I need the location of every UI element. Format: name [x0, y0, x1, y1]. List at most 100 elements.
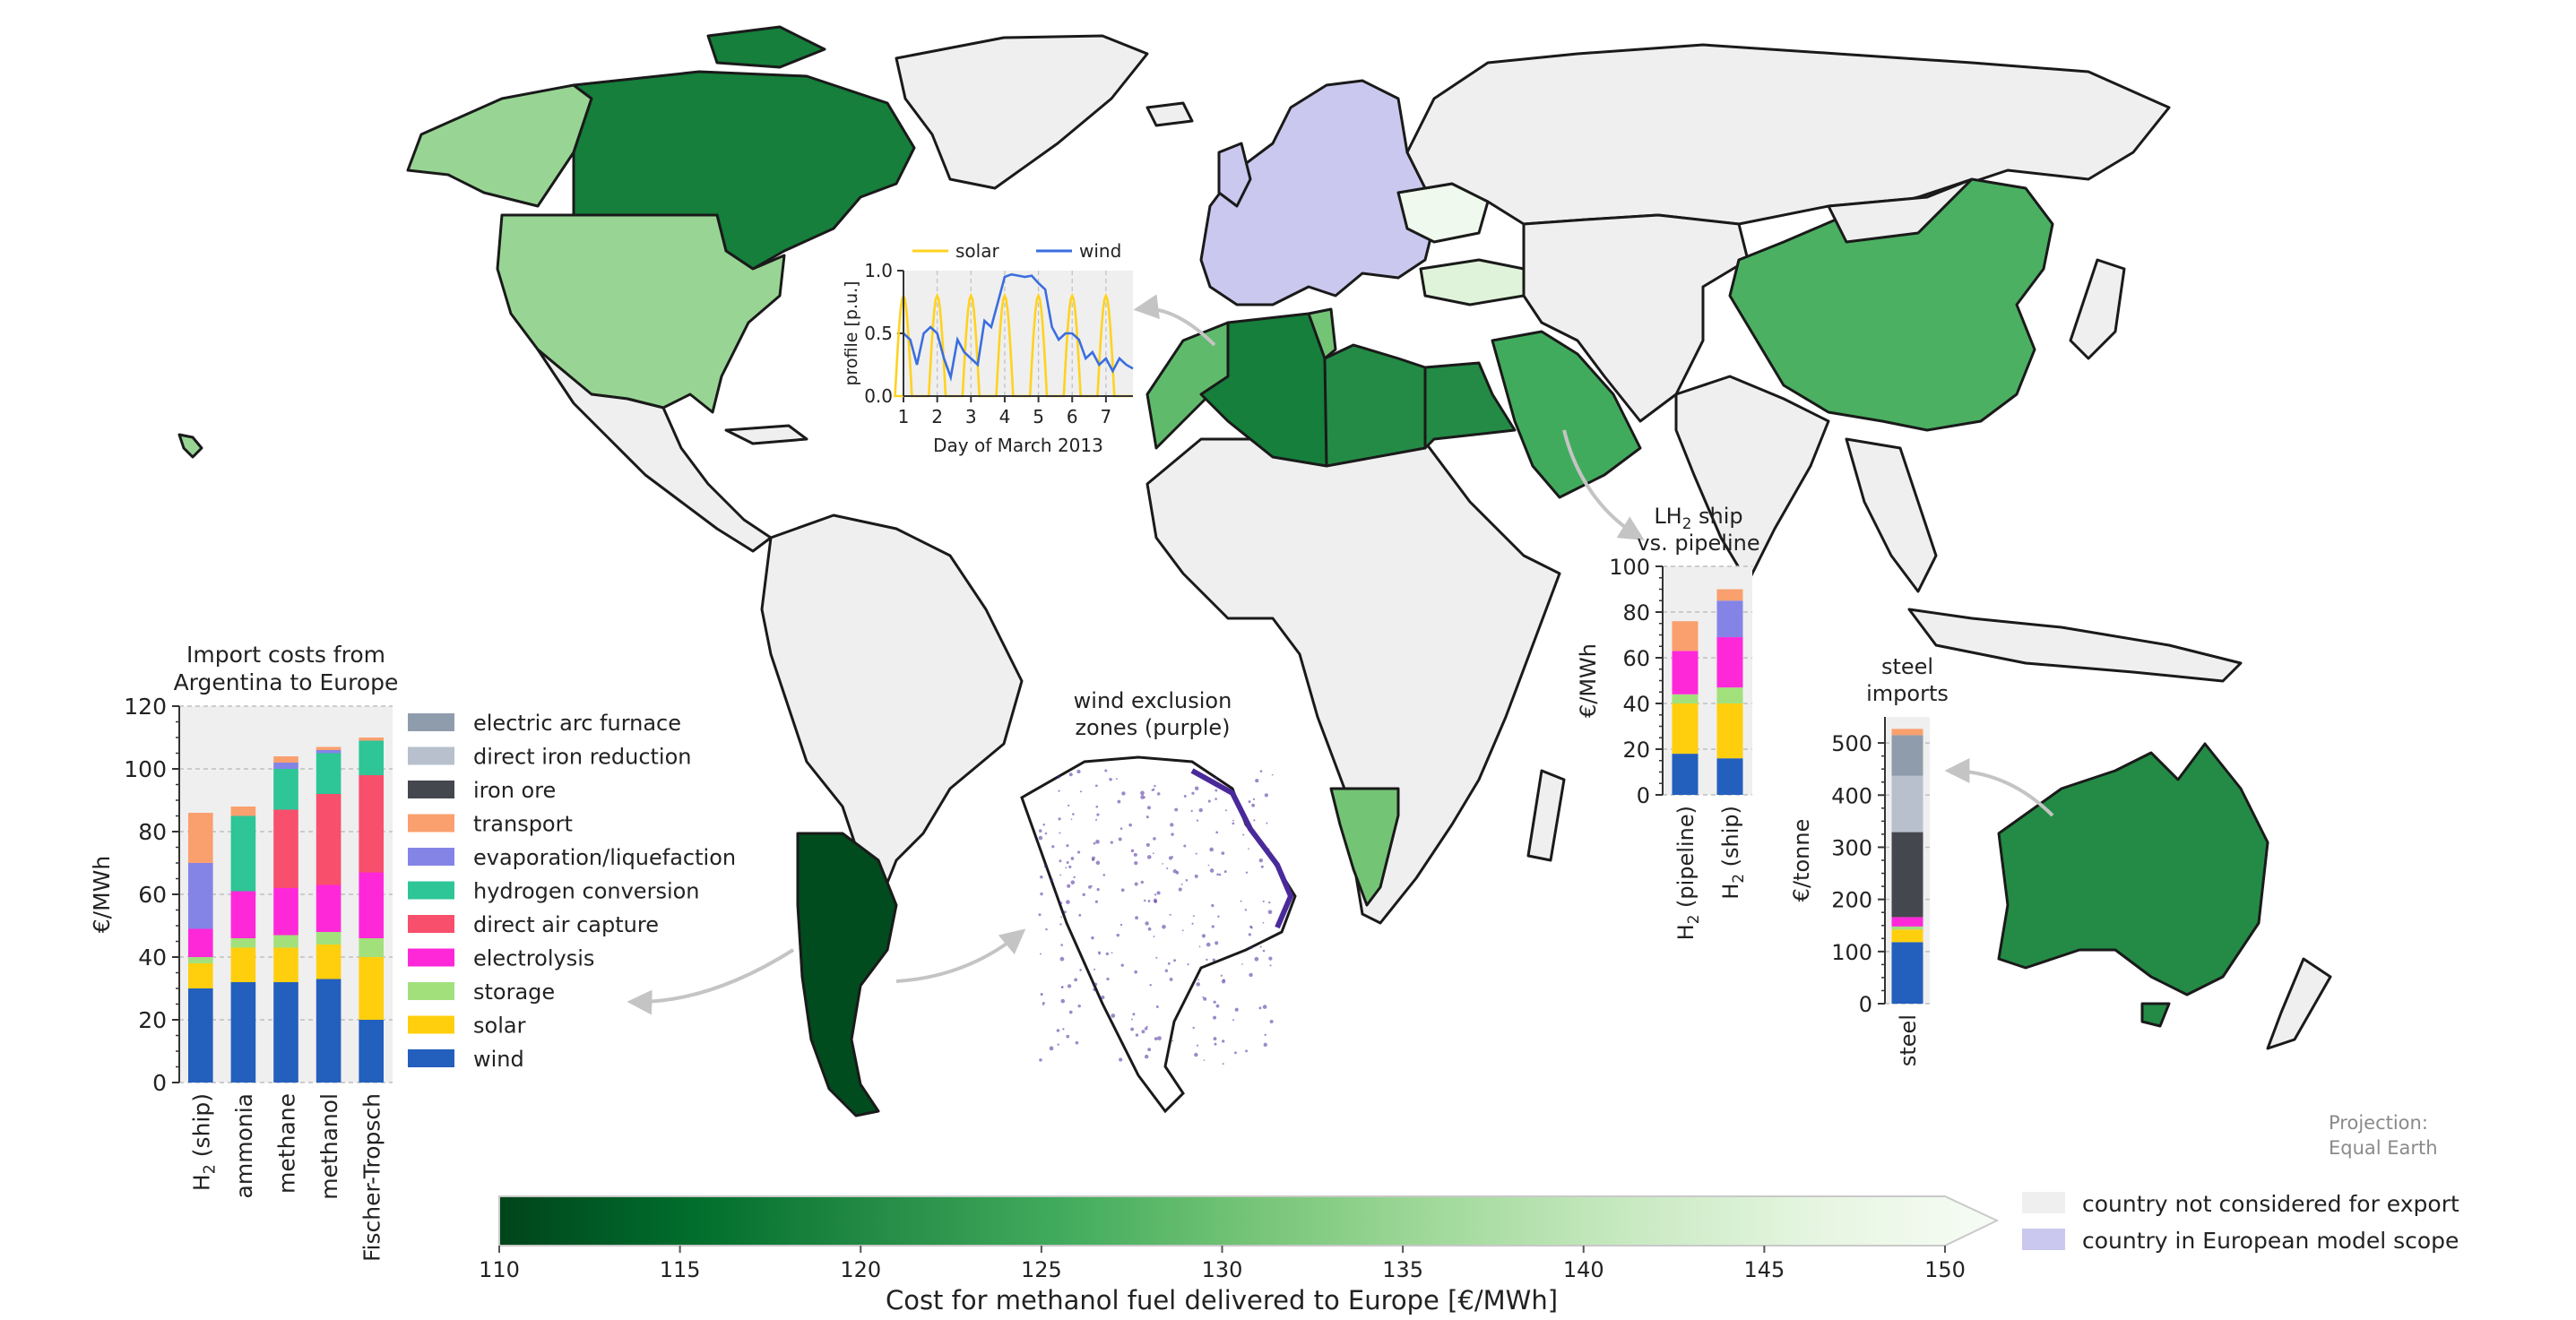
- exclusion-dot: [1269, 1019, 1274, 1023]
- exclusion-dot: [1060, 944, 1063, 946]
- exclusion-dot: [1255, 778, 1259, 783]
- exclusion-dot: [1262, 949, 1266, 953]
- bar-segment: [1891, 942, 1923, 1004]
- exclusion-dot: [1054, 893, 1057, 896]
- country-argentina: [796, 832, 898, 1117]
- bar-segment: [273, 888, 298, 936]
- exclusion-dot: [1135, 916, 1139, 920]
- exclusion-dot: [1153, 837, 1156, 841]
- colorbar-bar: [498, 1195, 2000, 1247]
- legend-swatch: [408, 746, 454, 765]
- bar-segment: [1672, 621, 1699, 651]
- y-tick-label: 100: [1831, 940, 1872, 965]
- exclusion-dot: [1194, 786, 1199, 790]
- exclusion-dot: [1094, 968, 1096, 971]
- exclusion-dot: [1248, 848, 1249, 850]
- bar-segment: [1891, 775, 1923, 833]
- exclusion-dot: [1212, 958, 1216, 962]
- y-tick-label: 40: [1622, 692, 1650, 717]
- bar-segment: [316, 794, 341, 885]
- exclusion-dot: [1063, 910, 1067, 914]
- exclusion-dot: [1093, 841, 1096, 845]
- exclusion-dot: [1271, 773, 1274, 776]
- exclusion-dot: [1156, 792, 1161, 796]
- bar-segment: [273, 756, 298, 763]
- exclusion-dot: [1066, 900, 1070, 904]
- exclusion-dot: [1059, 923, 1062, 926]
- legend-label-not-considered: country not considered for export: [2082, 1191, 2459, 1217]
- exclusion-dot: [1076, 850, 1081, 854]
- exclusion-dot: [1215, 941, 1219, 945]
- exclusion-dot: [1241, 963, 1243, 965]
- legend-swatch: [408, 915, 454, 933]
- bar-segment: [187, 928, 213, 957]
- exclusion-dot: [1045, 927, 1048, 931]
- exclusion-dot: [1262, 921, 1265, 924]
- exclusion-dot: [1260, 865, 1264, 868]
- bar-segment: [1672, 694, 1699, 703]
- exclusion-dot: [1038, 829, 1042, 833]
- legend-swatch: [408, 948, 454, 967]
- country-uk: [1217, 142, 1252, 208]
- country-cuba: [724, 424, 808, 445]
- country-alaska: [406, 83, 593, 208]
- x-tick-label-main: H: [1673, 924, 1699, 940]
- exclusion-dot: [1095, 805, 1099, 808]
- exclusion-dot: [1116, 778, 1118, 780]
- import-costs-chart: 0 20 40 60 80 100 120 H2 (ship) ammonia methane me…: [89, 642, 398, 1262]
- exclusion-dot: [1171, 1040, 1174, 1042]
- exclusion-dot: [1245, 871, 1249, 874]
- exclusion-dot: [1057, 775, 1060, 779]
- exclusion-dot: [1079, 969, 1082, 971]
- exclusion-dot: [1082, 893, 1085, 897]
- x-tick-label-main: H: [188, 1174, 214, 1191]
- exclusion-dot: [1171, 856, 1174, 858]
- exclusion-dot: [1145, 842, 1150, 847]
- exclusion-dot: [1211, 925, 1215, 928]
- exclusion-dot: [1078, 913, 1082, 917]
- country-canada: [572, 70, 916, 271]
- exclusion-dot: [1091, 936, 1094, 940]
- exclusion-dot: [1147, 1048, 1152, 1052]
- x-tick-label: steel: [1896, 1014, 1921, 1066]
- exclusion-dot: [1191, 922, 1194, 925]
- country-libya: [1323, 343, 1427, 468]
- colorbar-tick-label: 150: [1924, 1257, 1966, 1282]
- exclusion-dot: [1173, 959, 1177, 962]
- x-tick-label-rest: (pipeline): [1673, 806, 1699, 915]
- exclusion-dot: [1234, 1007, 1239, 1012]
- legend-label: wind: [473, 1047, 524, 1072]
- exclusion-dot: [1217, 915, 1220, 918]
- exclusion-dot: [1131, 1018, 1134, 1021]
- exclusion-dot: [1194, 978, 1196, 980]
- bar-segment: [1672, 754, 1699, 795]
- bar-segment: [273, 809, 298, 888]
- exclusion-dot: [1166, 867, 1169, 870]
- chart-title-line: Argentina to Europe: [174, 669, 399, 695]
- exclusion-dot: [1104, 769, 1108, 772]
- bar-segment: [187, 963, 213, 988]
- exclusion-dot: [1130, 849, 1135, 853]
- bar-segment: [187, 988, 213, 1083]
- exclusion-dot: [1248, 800, 1251, 804]
- profile-x-tick-label: 4: [999, 406, 1011, 427]
- colorbar-tick-label: 110: [479, 1257, 520, 1282]
- bar-segment: [316, 753, 341, 794]
- exclusion-dot: [1042, 1004, 1044, 1006]
- exclusion-dot: [1248, 933, 1251, 936]
- bar-segment: [316, 979, 341, 1083]
- exclusion-dot: [1059, 859, 1062, 863]
- exclusion-dot: [1267, 910, 1273, 915]
- exclusion-dot: [1039, 1058, 1042, 1062]
- profile-y-tick-label: 0.5: [864, 323, 893, 344]
- exclusion-dot: [1215, 1004, 1220, 1008]
- cost-components-legend: electric arc furnace direct iron reductio…: [408, 711, 736, 1072]
- exclusion-dot: [1170, 823, 1174, 827]
- exclusion-dot: [1040, 953, 1042, 955]
- exclusion-dot: [1215, 831, 1219, 834]
- bar-segment: [187, 863, 213, 929]
- exclusion-dot: [1232, 1019, 1235, 1022]
- exclusion-dot: [1154, 900, 1157, 903]
- projection-note-line1: Projection:: [2329, 1112, 2428, 1134]
